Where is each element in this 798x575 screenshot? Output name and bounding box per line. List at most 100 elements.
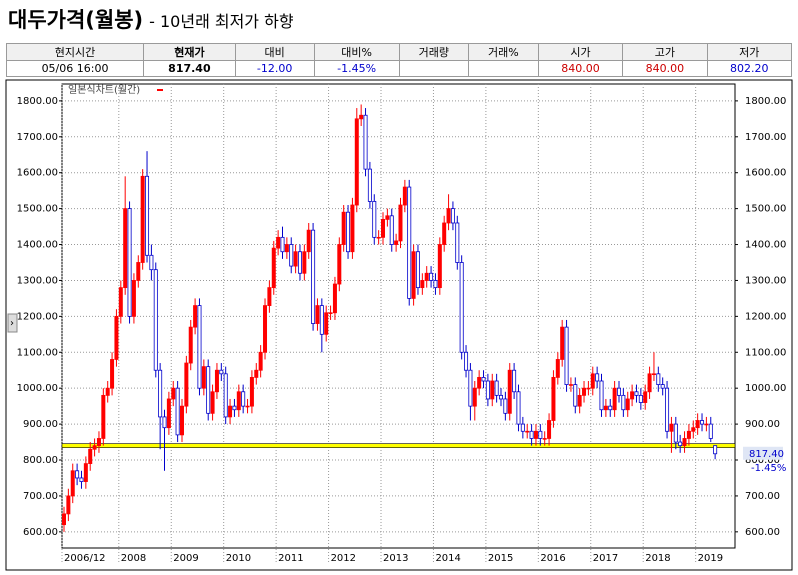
candle-body	[411, 251, 416, 299]
candle-body	[638, 394, 643, 403]
x-tick-label: 2012	[331, 553, 356, 564]
candle-body	[319, 305, 324, 335]
candle-body	[214, 369, 219, 393]
candle-body	[332, 283, 337, 314]
candle-body	[131, 280, 136, 317]
column-value: 817.40	[143, 60, 236, 77]
column-header: 저가	[706, 43, 793, 61]
column-header: 현지시간	[5, 43, 145, 61]
candle-body	[551, 377, 556, 421]
column-value: 05/06 16:00	[5, 60, 145, 77]
candle-body	[660, 384, 665, 389]
candle-body	[324, 312, 329, 335]
candle-body	[708, 423, 713, 439]
candle-body	[241, 391, 246, 407]
candle-body	[184, 362, 189, 407]
candle-body	[713, 445, 718, 455]
candle-body	[481, 377, 486, 382]
x-tick-label: 2019	[698, 553, 723, 564]
candle-body	[520, 423, 525, 432]
candle-body	[105, 387, 110, 396]
candle-body	[193, 305, 198, 328]
candle-body	[450, 208, 455, 224]
candle-body	[271, 247, 276, 289]
candle-body	[621, 394, 626, 411]
candle-body	[490, 380, 495, 400]
candle-body	[564, 326, 569, 385]
candle-body	[665, 387, 670, 432]
candle-body	[118, 287, 123, 317]
candle-body	[595, 373, 600, 382]
candle-body	[394, 240, 399, 245]
candle-body	[477, 377, 482, 389]
candle-body	[293, 251, 298, 267]
y-tick-label: 1100.00	[17, 347, 58, 358]
candle-body	[608, 405, 613, 411]
candle-body	[695, 420, 700, 429]
candle-body	[249, 377, 254, 407]
candle-body	[376, 236, 381, 239]
candle-body	[245, 405, 250, 408]
candle-body	[669, 423, 674, 432]
candle-body	[171, 387, 176, 400]
x-tick-label: 2011	[278, 553, 303, 564]
candle-body	[516, 391, 521, 425]
candle-body	[442, 222, 447, 245]
candle-body	[686, 430, 691, 439]
candle-body	[328, 312, 333, 314]
candle-body	[136, 262, 141, 281]
candle-body	[560, 326, 565, 360]
candle-body	[267, 287, 272, 306]
candle-body	[75, 470, 80, 479]
candle-body	[586, 387, 591, 390]
candle-body	[415, 251, 420, 289]
side-tab-arrow: ›	[10, 318, 14, 329]
candle-body	[254, 369, 259, 378]
column-value: 840.00	[537, 60, 624, 77]
reference-line	[61, 443, 736, 448]
candle-body	[643, 391, 648, 403]
candle-body	[140, 175, 145, 263]
candle-body	[315, 305, 320, 324]
y-tick-label: 1500.00	[17, 204, 58, 215]
x-tick-label: 2008	[121, 553, 146, 564]
column-value: 840.00	[622, 60, 708, 77]
candle-body	[468, 369, 473, 407]
candle-body	[568, 384, 573, 386]
candle-body	[577, 394, 582, 407]
candle-body	[533, 430, 538, 439]
x-tick-label: 2013	[383, 553, 408, 564]
candle-body	[127, 208, 132, 317]
y-tick-label: 800.00	[23, 455, 58, 466]
quote-table: 현지시간 현재가 대비 대비% 거래량 거래% 시가 고가 저가 05/06 16:00 817.4…	[5, 43, 793, 77]
y-tick-label: 700.00	[23, 491, 58, 502]
candle-body	[542, 438, 547, 440]
candle-body	[616, 387, 621, 396]
y-tick-label: 1000.00	[17, 383, 58, 394]
candle-body	[389, 215, 394, 245]
y2-tick-label: 600.00	[745, 527, 780, 538]
candle-body	[381, 218, 386, 238]
candle-body	[337, 244, 342, 285]
candle-body	[547, 420, 552, 439]
candle-body	[70, 470, 75, 497]
candle-body	[459, 262, 464, 353]
y-tick-label: 1300.00	[17, 275, 58, 286]
candle-body	[346, 211, 351, 253]
candle-body	[96, 438, 101, 447]
candle-body	[682, 438, 687, 447]
candle-body	[223, 373, 228, 418]
side-tab[interactable]	[7, 313, 18, 333]
candle-body	[179, 405, 184, 436]
y-tick-label: 1700.00	[17, 132, 58, 143]
candle-body	[402, 186, 407, 206]
candle-body	[228, 405, 233, 418]
candle-body	[485, 380, 490, 400]
legend-label: 일본식차트(월간)	[68, 84, 140, 96]
candle-body	[359, 114, 364, 120]
y2-tick-label: 1600.00	[745, 168, 786, 179]
candle-body	[464, 351, 469, 371]
candle-body	[590, 373, 595, 389]
candle-body	[236, 391, 241, 411]
